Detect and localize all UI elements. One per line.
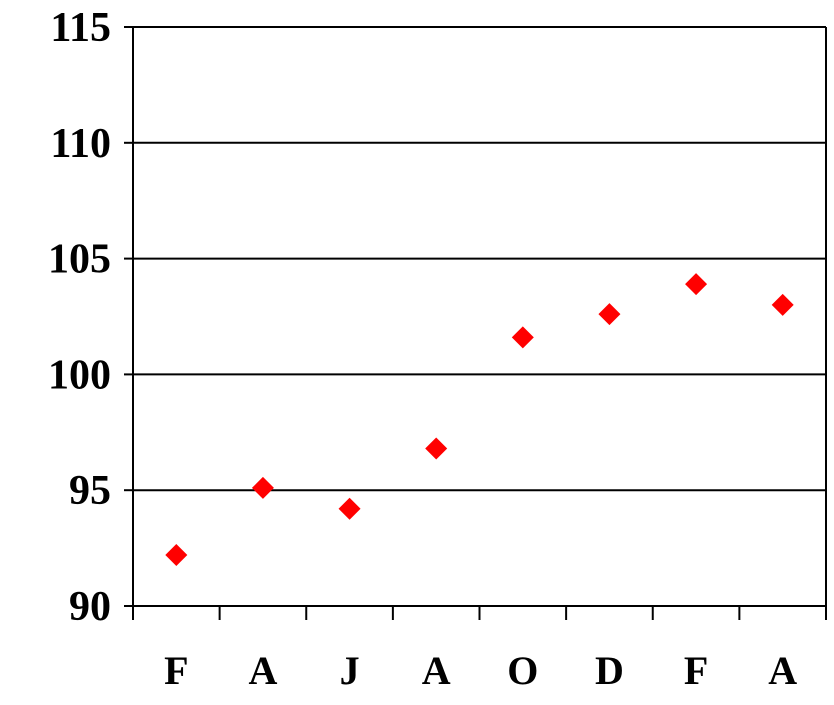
data-point-marker <box>338 497 361 520</box>
data-points <box>165 273 794 567</box>
y-tick-label: 100 <box>48 352 111 398</box>
y-tick-label: 105 <box>48 237 111 283</box>
data-point-marker <box>425 437 448 460</box>
x-tick-label: A <box>248 648 277 693</box>
gridlines <box>133 26 826 492</box>
axes <box>132 27 827 607</box>
y-axis-ticks: 90 95 100 105 110 115 <box>48 5 133 630</box>
y-tick-label: 110 <box>50 121 111 167</box>
x-tick-label: A <box>768 648 797 693</box>
data-point-marker <box>511 326 534 349</box>
y-tick-label: 95 <box>69 468 111 514</box>
data-point-marker <box>685 273 708 296</box>
x-tick-label: J <box>340 648 360 693</box>
x-tick-label: F <box>684 648 708 693</box>
y-tick-label: 115 <box>50 5 111 51</box>
data-point-marker <box>771 293 794 316</box>
x-tick-label: A <box>422 648 451 693</box>
data-point-marker <box>165 544 188 567</box>
data-point-marker <box>251 476 274 499</box>
data-point-marker <box>598 303 621 326</box>
x-tick-label: D <box>595 648 624 693</box>
x-tick-label: F <box>164 648 188 693</box>
x-tick-label: O <box>507 648 538 693</box>
y-tick-label: 90 <box>69 584 111 630</box>
